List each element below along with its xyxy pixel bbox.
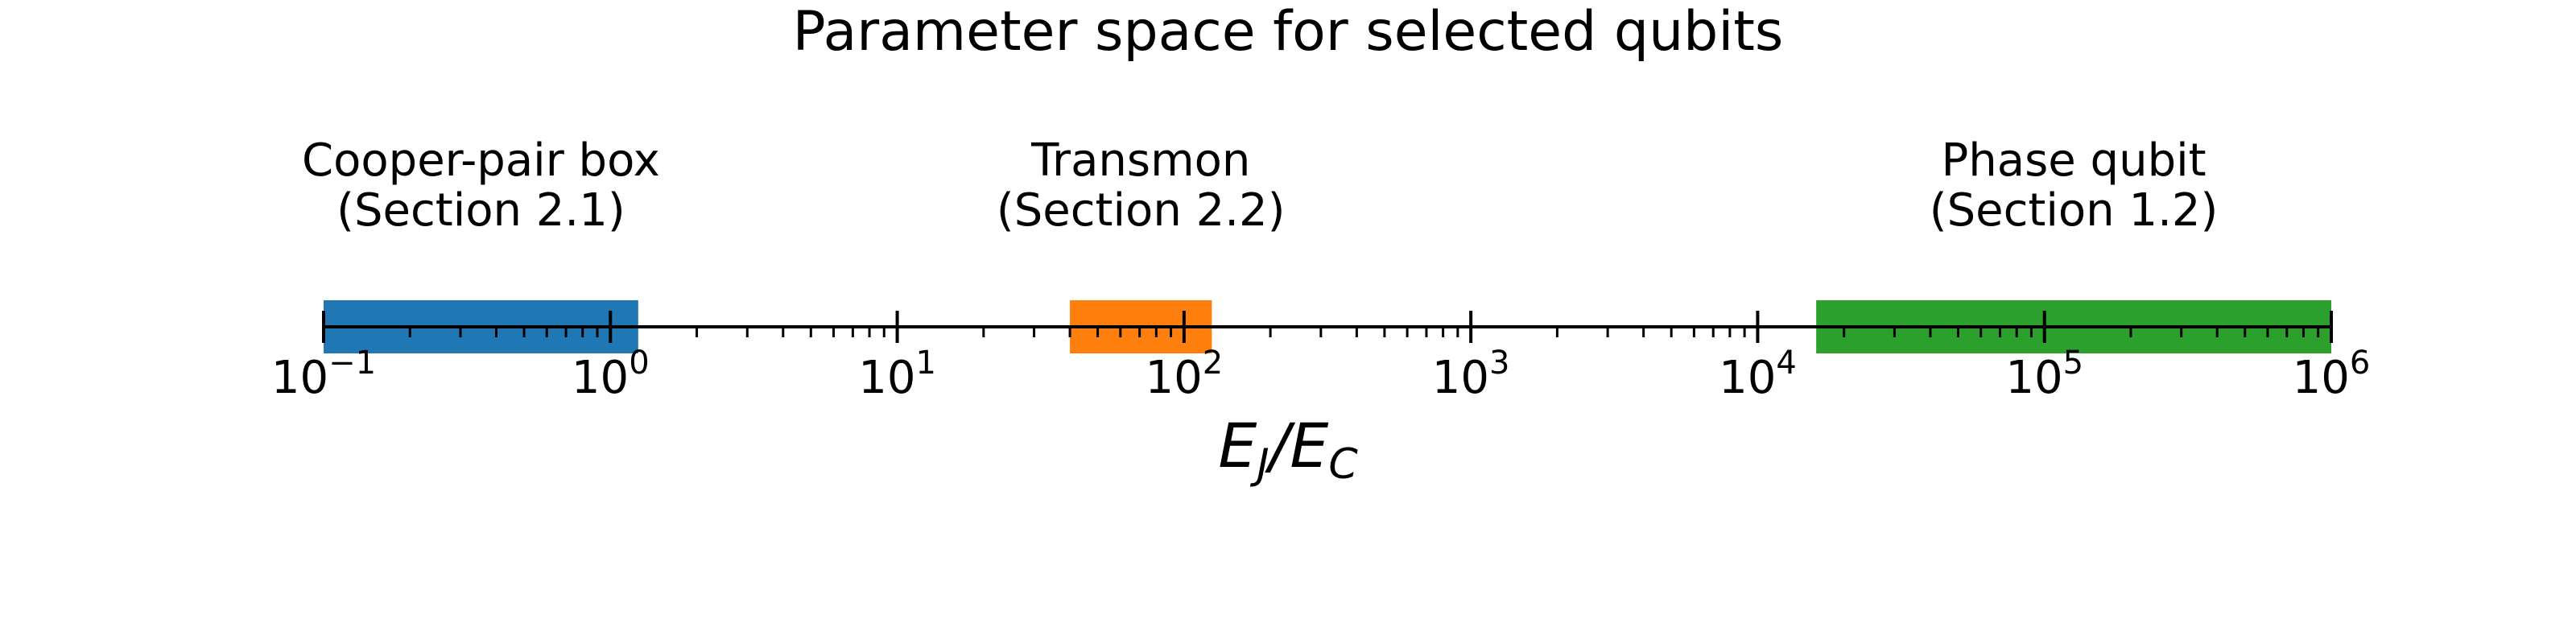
- x-tick-label-1: 100: [572, 345, 650, 404]
- x-tick-label-7: 106: [2293, 345, 2371, 404]
- x-axis: 10−1 100 101 102 103 104 105 106: [271, 311, 2370, 404]
- range-section-1: (Section 2.2): [997, 184, 1286, 237]
- range-section-0: (Section 2.1): [336, 184, 625, 237]
- chart-title: Parameter space for selected qubits: [793, 0, 1784, 64]
- range-labels: Cooper-pair box(Section 2.1)Transmon(Sec…: [302, 134, 2218, 237]
- x-tick-label-2: 101: [858, 345, 936, 404]
- x-tick-label-4: 103: [1432, 345, 1510, 404]
- range-name-0: Cooper-pair box: [302, 134, 660, 187]
- x-tick-label-0: 10−1: [271, 345, 376, 404]
- range-section-2: (Section 1.2): [1930, 184, 2219, 237]
- range-name-1: Transmon: [1030, 134, 1250, 187]
- range-name-2: Phase qubit: [1942, 134, 2207, 187]
- x-tick-label-3: 102: [1145, 345, 1223, 404]
- x-tick-label-5: 104: [1719, 345, 1797, 404]
- x-tick-label-6: 105: [2005, 345, 2083, 404]
- x-axis-label: EJ/EC: [1218, 410, 1358, 489]
